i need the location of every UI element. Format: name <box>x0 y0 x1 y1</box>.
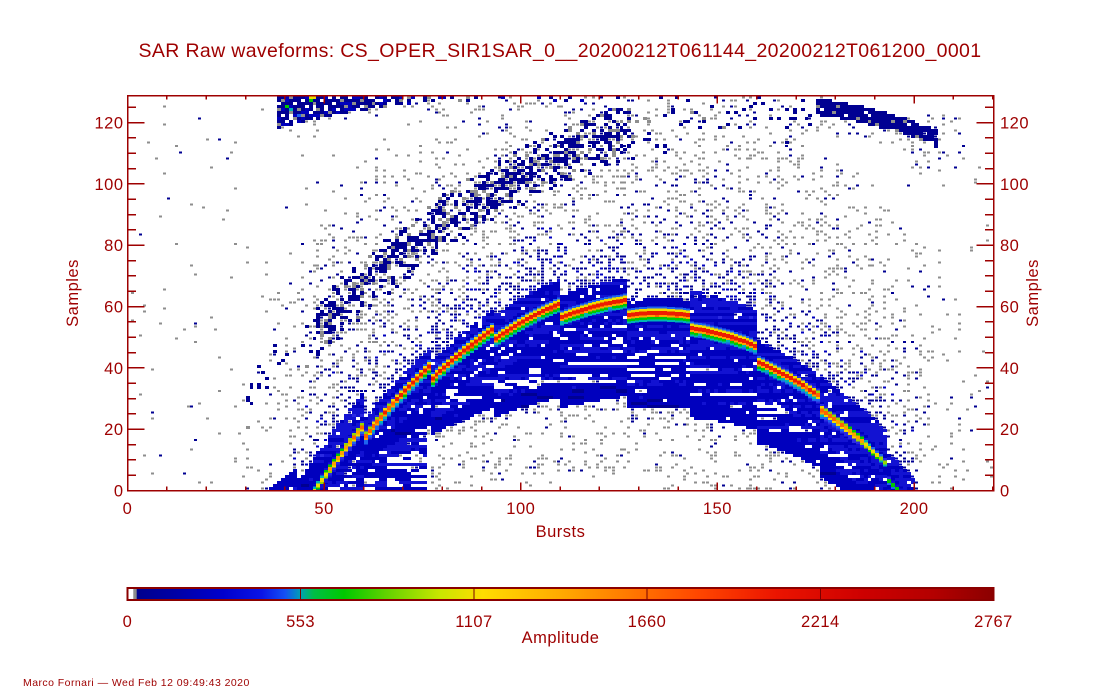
svg-text:0: 0 <box>1000 483 1010 501</box>
svg-text:Samples: Samples <box>1024 259 1042 327</box>
svg-text:SAR Raw waveforms: CS_OPER_SIR: SAR Raw waveforms: CS_OPER_SIR1SAR_0__20… <box>139 40 982 62</box>
svg-text:Bursts: Bursts <box>536 523 586 541</box>
svg-text:120: 120 <box>1000 115 1029 133</box>
svg-text:80: 80 <box>1000 237 1019 255</box>
svg-text:0: 0 <box>123 500 133 518</box>
svg-text:2767: 2767 <box>974 613 1013 631</box>
svg-text:Samples: Samples <box>64 259 82 327</box>
svg-text:20: 20 <box>104 421 123 439</box>
svg-text:60: 60 <box>104 299 123 317</box>
svg-text:0: 0 <box>114 483 124 501</box>
svg-text:150: 150 <box>703 500 732 518</box>
svg-text:Amplitude: Amplitude <box>522 629 600 647</box>
svg-text:40: 40 <box>1000 360 1019 378</box>
svg-text:1660: 1660 <box>628 613 667 631</box>
svg-text:200: 200 <box>900 500 929 518</box>
svg-text:0: 0 <box>123 613 133 631</box>
svg-text:553: 553 <box>286 613 315 631</box>
svg-text:20: 20 <box>1000 421 1019 439</box>
svg-text:100: 100 <box>94 176 123 194</box>
svg-text:100: 100 <box>506 500 535 518</box>
svg-text:100: 100 <box>1000 176 1029 194</box>
svg-text:120: 120 <box>94 115 123 133</box>
svg-text:2214: 2214 <box>801 613 840 631</box>
svg-text:1107: 1107 <box>455 613 492 631</box>
svg-text:80: 80 <box>104 237 123 255</box>
svg-text:40: 40 <box>104 360 123 378</box>
svg-text:50: 50 <box>314 500 333 518</box>
svg-text:60: 60 <box>1000 299 1019 317</box>
svg-text:Marco Fornari — Wed Feb 12 09:: Marco Fornari — Wed Feb 12 09:49:43 2020 <box>23 677 250 689</box>
